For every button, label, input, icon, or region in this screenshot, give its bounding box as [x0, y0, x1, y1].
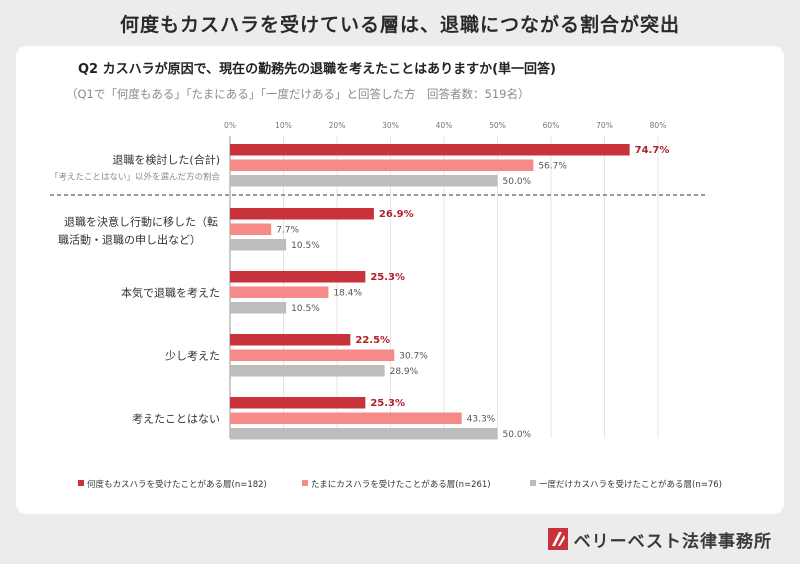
x-tick-label: 0%: [224, 121, 236, 130]
category-label: 少し考えた: [165, 349, 220, 362]
bar-1: [230, 334, 351, 346]
data-label: 56.7%: [538, 162, 567, 172]
category-label: 考えたことはない: [132, 412, 220, 425]
legend-entry: 一度だけカスハラを受けたことがある層(n=76): [539, 479, 722, 490]
category-label: 職活動・退職の申し出など）: [58, 232, 201, 246]
x-tick-label: 10%: [275, 121, 292, 130]
data-label: 50.0%: [503, 430, 532, 440]
category-note: 「考えたことはない」以外を選んだ方の割合: [50, 171, 221, 182]
bar-2: [230, 349, 395, 361]
data-label: 10.5%: [291, 304, 320, 314]
data-label: 28.9%: [390, 367, 419, 377]
legend-entry: たまにカスハラを受けたことがある層(n=261): [311, 479, 491, 490]
bar-3: [230, 239, 287, 251]
category-label: 退職を決意し行動に移した（転: [64, 214, 218, 228]
bar-1: [230, 144, 630, 156]
bar-2: [230, 286, 329, 298]
chart-subtitle: （Q1で「何度もある」「たまにある」「一度だけある」と回答した方 回答者数：51…: [66, 87, 529, 101]
legend-swatch: [302, 480, 308, 486]
x-tick-label: 40%: [436, 121, 453, 130]
x-tick-label: 50%: [489, 121, 506, 130]
bar-chart: Q2 カスハラが原因で、現在の勤務先の退職を考えたことはありますか(単一回答) （…: [50, 61, 722, 490]
data-label: 22.5%: [355, 335, 390, 346]
brand-name: ベリーベスト法律事務所: [573, 531, 772, 552]
brand-footer: ベリーベスト法律事務所: [547, 524, 772, 554]
x-tick-label: 60%: [543, 121, 560, 130]
bar-1: [230, 397, 366, 409]
bar-2: [230, 412, 462, 424]
category-label: 退職を検討した(合計): [112, 152, 220, 166]
x-tick-label: 30%: [382, 121, 399, 130]
data-label: 26.9%: [379, 209, 414, 220]
category-label: 本気で退職を考えた: [121, 285, 220, 299]
data-label: 25.3%: [370, 398, 405, 409]
data-label: 43.3%: [467, 415, 496, 425]
page-headline: 何度もカスハラを受けている層は、退職につながる割合が突出: [119, 14, 680, 36]
legend-swatch: [530, 480, 536, 486]
bar-3: [230, 302, 287, 314]
bar-3: [230, 175, 498, 187]
data-label: 25.3%: [370, 272, 405, 283]
data-label: 18.4%: [333, 289, 362, 299]
chart-title: Q2 カスハラが原因で、現在の勤務先の退職を考えたことはありますか(単一回答): [78, 61, 556, 77]
data-label: 50.0%: [503, 177, 532, 187]
x-tick-label: 20%: [329, 121, 346, 130]
x-tick-label: 80%: [650, 121, 667, 130]
data-label: 7.7%: [276, 226, 299, 236]
bar-2: [230, 159, 534, 171]
data-label: 10.5%: [291, 241, 320, 251]
bar-2: [230, 223, 272, 235]
bar-1: [230, 271, 366, 283]
bar-1: [230, 208, 374, 220]
data-label: 30.7%: [399, 352, 428, 362]
bar-3: [230, 428, 498, 440]
chart-card: Q2 カスハラが原因で、現在の勤務先の退職を考えたことはありますか(単一回答) （…: [16, 46, 784, 514]
bb-logo-icon: [547, 528, 568, 550]
legend-entry: 何度もカスハラを受けたことがある層(n=182): [87, 479, 267, 490]
bar-3: [230, 365, 385, 377]
legend-swatch: [78, 480, 84, 486]
x-tick-label: 70%: [596, 121, 613, 130]
data-label: 74.7%: [635, 145, 670, 156]
